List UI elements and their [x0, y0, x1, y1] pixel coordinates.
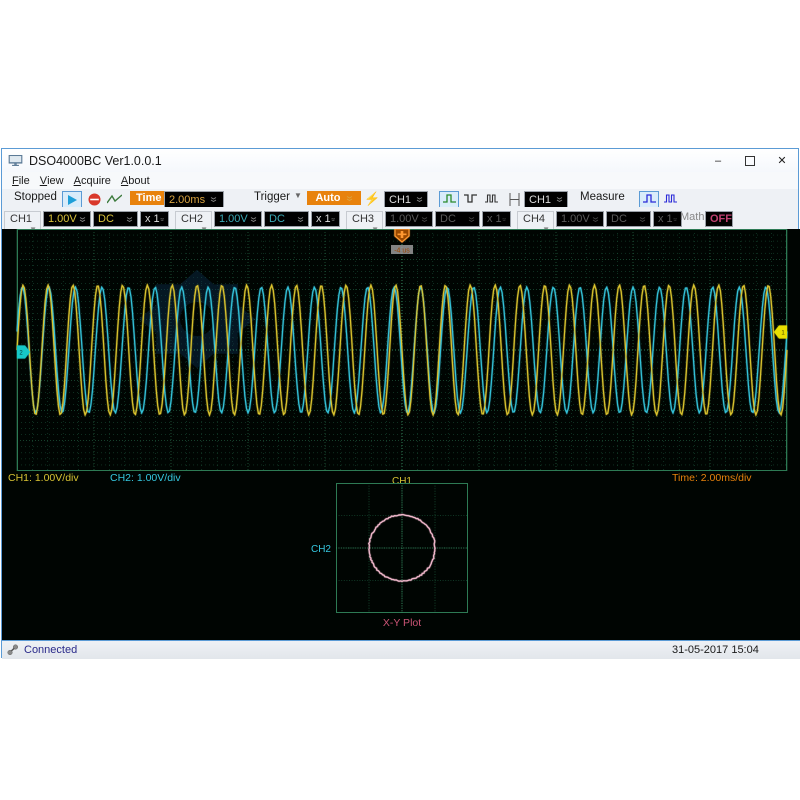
- svg-text:-4 us: -4 us: [394, 248, 410, 255]
